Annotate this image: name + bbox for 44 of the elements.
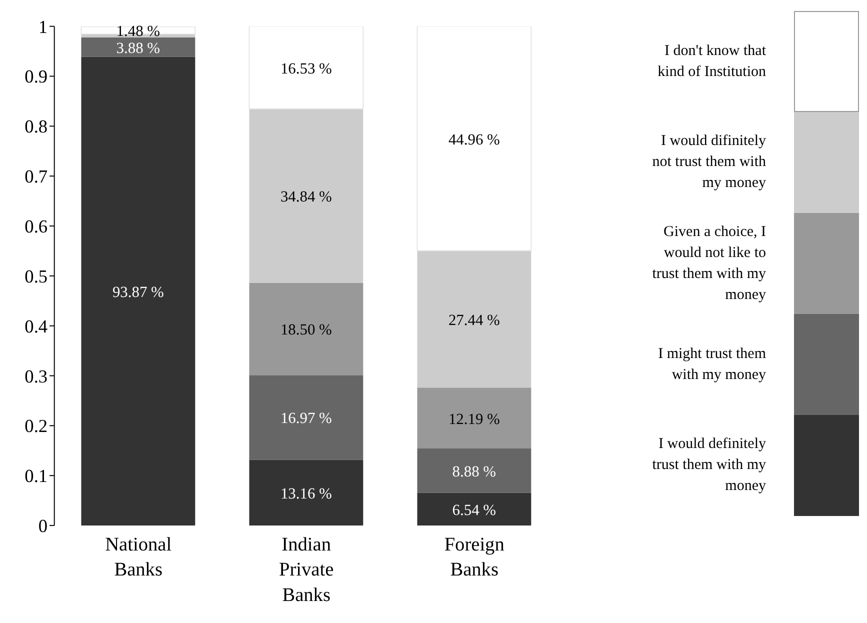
data-label: 6.54 % [452,502,496,519]
bar [249,282,364,376]
bar [248,26,364,110]
text: I would difinitely not trust them with my money [651,132,766,193]
x-tick-label: Foreign Banks [444,534,505,581]
y-tick-label: 0.9 [24,66,48,87]
text: I would definitely trust them with my money [651,435,766,496]
bar [81,56,196,526]
data-label: 16.53 % [280,60,332,78]
data-label: 27.44 % [448,312,500,329]
bar [249,460,364,526]
bar [417,492,532,526]
data-label: 3.88 % [116,40,160,58]
data-label: 12.19 % [448,410,500,428]
y-tick-label: 0.4 [24,316,48,336]
bar [416,26,532,252]
bar [417,250,532,388]
bar [81,38,196,57]
data-label: 8.88 % [452,463,496,480]
data-label: 1.48 % [116,23,160,40]
bar [249,108,364,283]
y-tick-label: 0.1 [24,466,48,486]
bar [249,375,364,460]
data-label: 44.96 % [448,131,500,148]
data-label: 34.84 % [280,188,332,206]
bar [417,448,532,493]
y-tick-label: 0.7 [24,166,48,187]
text: I don't know that kind of Institution [656,42,766,82]
text: I might trust them with my money [657,344,766,384]
y-tick-label: 0 [38,516,48,536]
y-tick-label: 0.8 [24,116,48,137]
y-tick-label: 1 [38,16,48,37]
data-label: 16.97 % [280,410,332,428]
x-tick-label: National Banks [105,534,172,581]
text: Given a choice, I would not like to trust them with my money [651,222,766,304]
data-label: 93.87 % [112,284,164,302]
y-tick-label: 0.3 [24,366,48,386]
bar [417,388,532,449]
x-tick-label: Indian Private Banks [279,534,334,606]
y-tick-label: 0.6 [24,216,48,237]
y-tick-label: 0.5 [24,266,48,286]
y-tick-label: 0.2 [24,416,48,436]
data-label: 13.16 % [280,485,332,502]
data-label: 18.50 % [280,322,332,339]
